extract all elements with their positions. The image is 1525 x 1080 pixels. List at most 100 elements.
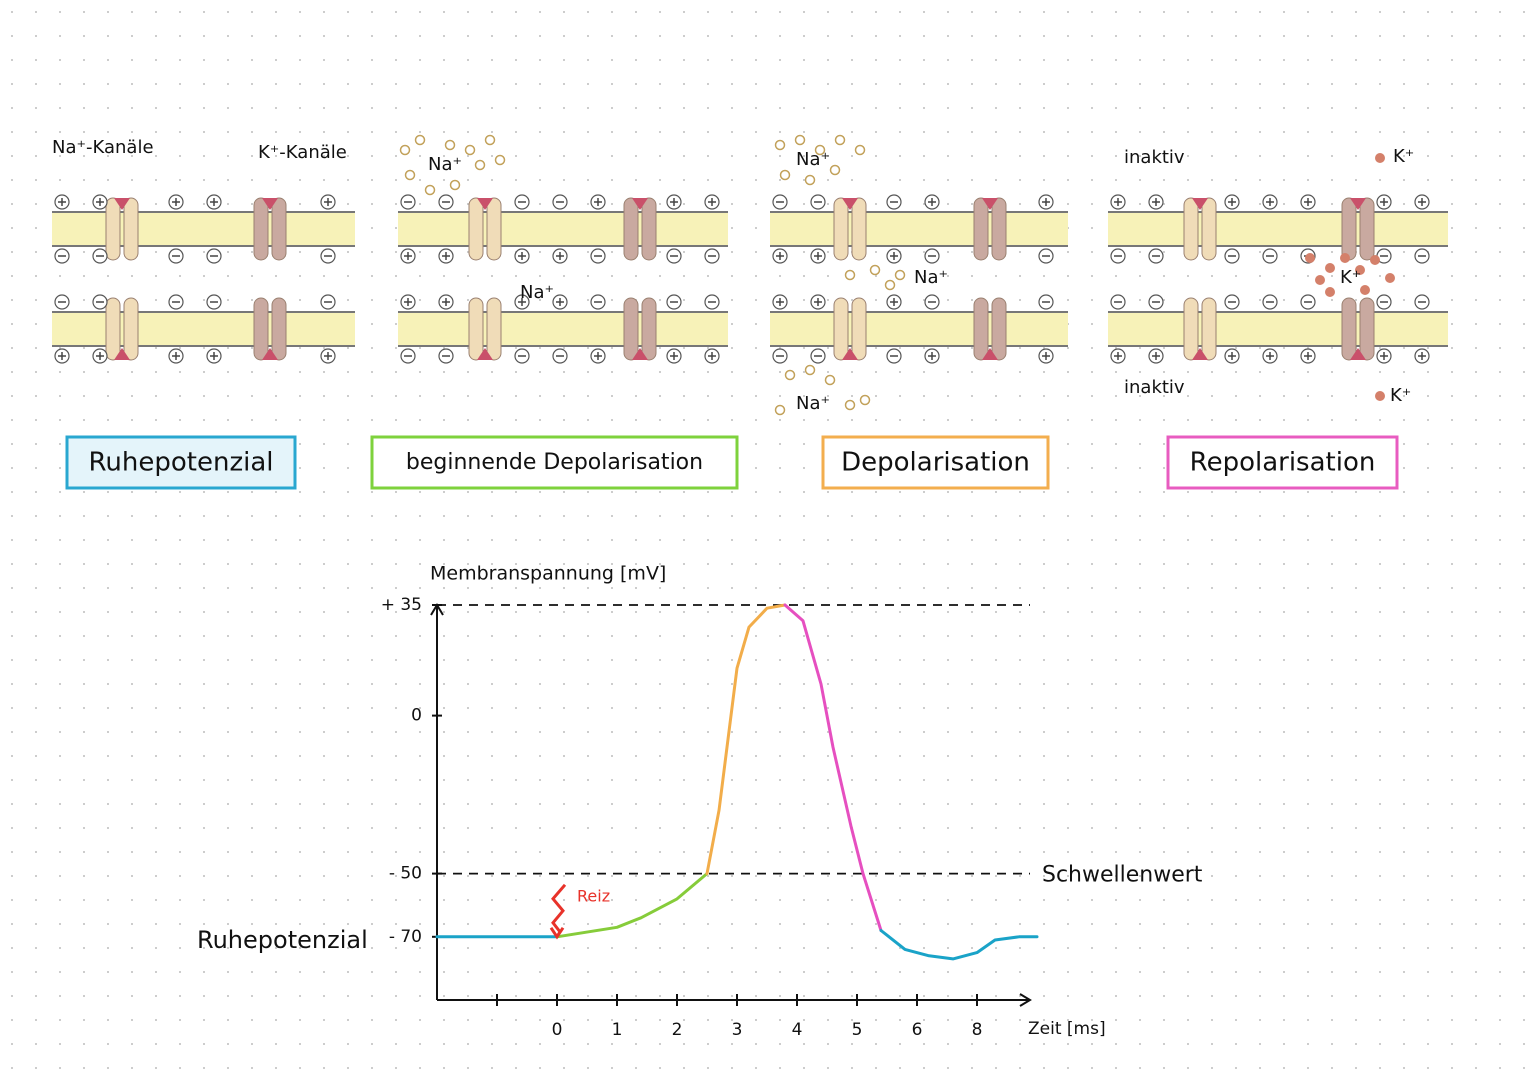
- curve-segment: [705, 603, 787, 876]
- channel: [851, 297, 867, 361]
- illustration-label: K⁺-Kanäle: [258, 142, 347, 163]
- channel: [1359, 297, 1375, 361]
- ion: [484, 134, 496, 146]
- channel: [623, 197, 639, 261]
- channel-gate: [632, 198, 648, 210]
- membrane: [770, 312, 1068, 346]
- channel-gate: [114, 348, 130, 360]
- channel-gate: [1350, 198, 1366, 210]
- ion: [1315, 275, 1325, 285]
- illustration-label: K⁺: [1393, 146, 1414, 167]
- channel-gate: [1192, 198, 1208, 210]
- channel: [1183, 197, 1199, 261]
- ion: [414, 134, 426, 146]
- channel: [468, 197, 484, 261]
- threshold-label: Schwellenwert: [1042, 863, 1203, 888]
- channel-gate: [632, 348, 648, 360]
- channel: [641, 297, 657, 361]
- y-tick-label: 0: [411, 706, 422, 726]
- x-tick-label: 5: [852, 1020, 863, 1040]
- caption: beginnende Depolarisation: [406, 450, 703, 475]
- ion: [854, 144, 866, 156]
- ion: [774, 404, 786, 416]
- illustrations: Na⁺-Kanäle K⁺-Kanäle Na⁺ Na⁺ Na⁺ Na⁺ Na⁺ inakti…: [52, 134, 1448, 490]
- ion: [784, 369, 796, 381]
- channel: [468, 297, 484, 361]
- channel: [253, 297, 269, 361]
- ion: [449, 179, 461, 191]
- channel: [1341, 297, 1357, 361]
- membrane: [398, 312, 728, 346]
- caption: Ruhepotenzial: [89, 448, 274, 478]
- curve-segment: [555, 872, 709, 939]
- channel-gate: [982, 198, 998, 210]
- channel: [1201, 197, 1217, 261]
- channel-gate: [262, 348, 278, 360]
- channel: [973, 197, 989, 261]
- channel: [1183, 297, 1199, 361]
- illustration-label: K⁺: [1390, 385, 1411, 406]
- ion: [774, 139, 786, 151]
- ion: [494, 154, 506, 166]
- curve-segment: [879, 929, 1039, 961]
- x-tick-label: 6: [912, 1020, 923, 1040]
- ion: [464, 144, 476, 156]
- channel-gate: [842, 348, 858, 360]
- x-tick-label: 1: [612, 1020, 623, 1040]
- y-tick-label: - 70: [389, 927, 422, 947]
- ion: [829, 164, 841, 176]
- illustration-label: inaktiv: [1124, 377, 1185, 398]
- illustration-label: Na⁺-Kanäle: [52, 137, 154, 158]
- channel-gate: [1350, 348, 1366, 360]
- channel: [486, 297, 502, 361]
- channel: [641, 197, 657, 261]
- caption-box: [821, 435, 1050, 490]
- ion: [1375, 153, 1385, 163]
- ion: [794, 134, 806, 146]
- channel: [105, 297, 121, 361]
- caption: Repolarisation: [1190, 448, 1376, 478]
- x-tick-label: 0: [552, 1020, 563, 1040]
- ion: [1385, 273, 1395, 283]
- ion: [859, 394, 871, 406]
- illustration-label: Na⁺: [914, 267, 948, 288]
- channel: [105, 197, 121, 261]
- ion: [834, 134, 846, 146]
- channel: [991, 297, 1007, 361]
- stimulus-bolt: [549, 883, 567, 940]
- channel: [271, 197, 287, 261]
- channel-gate: [477, 198, 493, 210]
- ion: [779, 169, 791, 181]
- channel: [991, 197, 1007, 261]
- caption: Depolarisation: [841, 448, 1030, 478]
- membrane: [770, 212, 1068, 246]
- channel: [623, 297, 639, 361]
- channel-gate: [842, 198, 858, 210]
- ion: [844, 399, 856, 411]
- membrane: [1108, 212, 1448, 246]
- channel: [253, 197, 269, 261]
- illustration-label: inaktiv: [1124, 147, 1185, 168]
- membrane: [398, 212, 728, 246]
- ion: [399, 144, 411, 156]
- illustration-label: Na⁺: [520, 282, 554, 303]
- channel-gate: [477, 348, 493, 360]
- channel: [973, 297, 989, 361]
- x-tick-label: 8: [972, 1020, 983, 1040]
- x-tick-label: 4: [792, 1020, 803, 1040]
- channel: [123, 297, 139, 361]
- membrane: [52, 312, 355, 346]
- illustration-label: K⁺: [1340, 267, 1361, 288]
- ion: [804, 174, 816, 186]
- y-tick-label: + 35: [381, 595, 422, 615]
- ion: [1375, 391, 1385, 401]
- ion: [869, 264, 881, 276]
- ion: [1340, 253, 1350, 263]
- channel: [123, 197, 139, 261]
- ion: [1325, 287, 1335, 297]
- chart: + 35 0 - 50 - 70 0 1 2 3 4 5 6 8 Membranspannung [mV…: [197, 563, 1203, 1041]
- ion: [1360, 285, 1370, 295]
- channel-gate: [1192, 348, 1208, 360]
